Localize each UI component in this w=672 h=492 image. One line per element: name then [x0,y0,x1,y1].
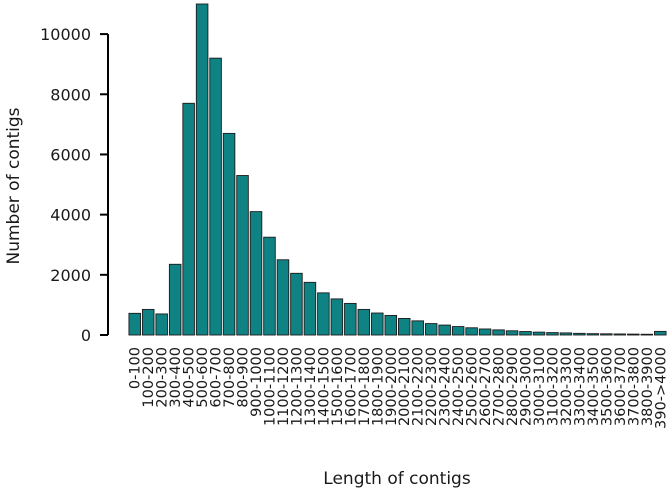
x-tick-label: 1000-1100 [262,347,278,426]
x-tick-label: 200-300 [155,347,171,408]
bar-3200-3300 [559,332,573,336]
x-axis-label: Length of contigs [323,469,471,489]
x-tick-label: 0-100 [128,347,144,389]
x-tick-label: 1700-1800 [357,347,373,426]
x-tick-label: 800-900 [236,347,252,408]
bar-2500-2600 [465,327,478,336]
x-tick-label: 1200-1300 [289,347,305,426]
bar-200-300 [155,313,168,336]
x-tick-label: 3500-3600 [599,347,615,426]
bar-3500-3600 [600,333,613,336]
y-axis: 0 2000 4000 6000 8000 10000 [40,25,109,345]
x-tick-label: 1500-1600 [330,347,346,426]
x-tick-label: 900-1000 [249,347,265,417]
x-tick-labels: 0-100100-200200-300300-400400-500500-600… [128,347,670,429]
x-tick-label: 400-500 [182,347,198,408]
bar-800-900 [236,175,249,336]
x-tick-label: 2800-2900 [505,347,521,426]
bar-1900-2000 [384,314,398,336]
x-tick-label: 3000-3100 [532,347,548,426]
x-tick-label: 2400-2500 [451,347,467,426]
x-tick-label: 3400-3500 [586,347,602,426]
bar-0-100 [128,312,141,336]
bar-2400-2500 [451,326,465,336]
bar-1000-1100 [263,236,276,336]
y-tick-label: 6000 [50,145,91,164]
x-tick-label: 2300-2400 [438,347,454,426]
x-tick-label: 2000-2100 [397,347,413,426]
x-tick-label: 3700-3800 [626,347,642,426]
y-tick-label: 10000 [40,25,91,44]
bar-900-1000 [249,211,263,336]
bar-2600-2700 [478,328,492,336]
x-tick-label: 2200-2300 [424,347,440,426]
bar-2700-2800 [492,329,505,336]
x-tick-label: 3100-3200 [545,347,561,426]
x-tick-label: 1800-1900 [370,347,386,426]
bar-3600-3700 [613,333,627,336]
bar-2900-3000 [519,331,532,336]
y-tick-label: 4000 [50,206,91,225]
bar-1800-1900 [371,312,384,336]
bar-1200-1300 [290,272,303,336]
x-tick-label: 3600-3700 [613,347,629,426]
y-tick-label: 2000 [50,266,91,285]
bar-3300-3400 [573,332,586,336]
x-tick-label: 2500-2600 [465,347,481,426]
x-tick-label: 600-700 [209,347,225,408]
bar-1500-1600 [330,298,344,336]
x-tick-label: 300-400 [168,347,184,408]
bar-2300-2400 [438,324,451,336]
x-tick-label: 390->4000 [653,347,669,429]
bar-1700-1800 [357,308,371,336]
bar-2000-2100 [397,318,411,336]
bar-3100-3200 [546,332,559,336]
bar-500-600 [195,3,209,336]
bar-400-500 [182,102,195,336]
bars-group [128,3,667,336]
x-tick-label: 3300-3400 [572,347,588,426]
bar-3800-3900 [640,333,654,336]
bar-3400-3500 [586,333,600,336]
x-tick-label: 1600-1700 [343,347,359,426]
x-tick-label: 3200-3300 [559,347,575,426]
bar-390->4000 [654,330,667,336]
x-tick-label: 100-200 [141,347,157,408]
bar-700-800 [222,132,236,336]
x-tick-label: 500-600 [195,347,211,408]
bar-2800-2900 [505,330,519,336]
bar-300-400 [168,263,182,336]
bar-3000-3100 [532,331,546,336]
x-tick-label: 2100-2200 [411,347,427,426]
bar-1300-1400 [303,281,317,336]
bar-1400-1500 [317,292,330,336]
x-tick-label: 1100-1200 [276,347,292,426]
bar-100-200 [141,308,155,336]
x-tick-label: 2700-2800 [492,347,508,426]
bar-3700-3800 [627,333,640,336]
x-tick-label: 1400-1500 [316,347,332,426]
bar-2100-2200 [411,320,424,336]
x-tick-label: 2900-3000 [519,347,535,426]
y-tick-label: 0 [81,326,91,345]
bar-600-700 [209,57,222,336]
x-tick-label: 2600-2700 [478,347,494,426]
bar-2200-2300 [424,323,438,336]
y-tick-label: 8000 [50,85,91,104]
x-tick-label: 700-800 [222,347,238,408]
bar-1100-1200 [276,259,290,336]
x-tick-label: 3800-3900 [640,347,656,426]
x-tick-label: 1300-1400 [303,347,319,426]
x-tick-label: 1900-2000 [384,347,400,426]
bar-1600-1700 [344,302,357,336]
y-axis-label: Number of contigs [4,107,24,264]
